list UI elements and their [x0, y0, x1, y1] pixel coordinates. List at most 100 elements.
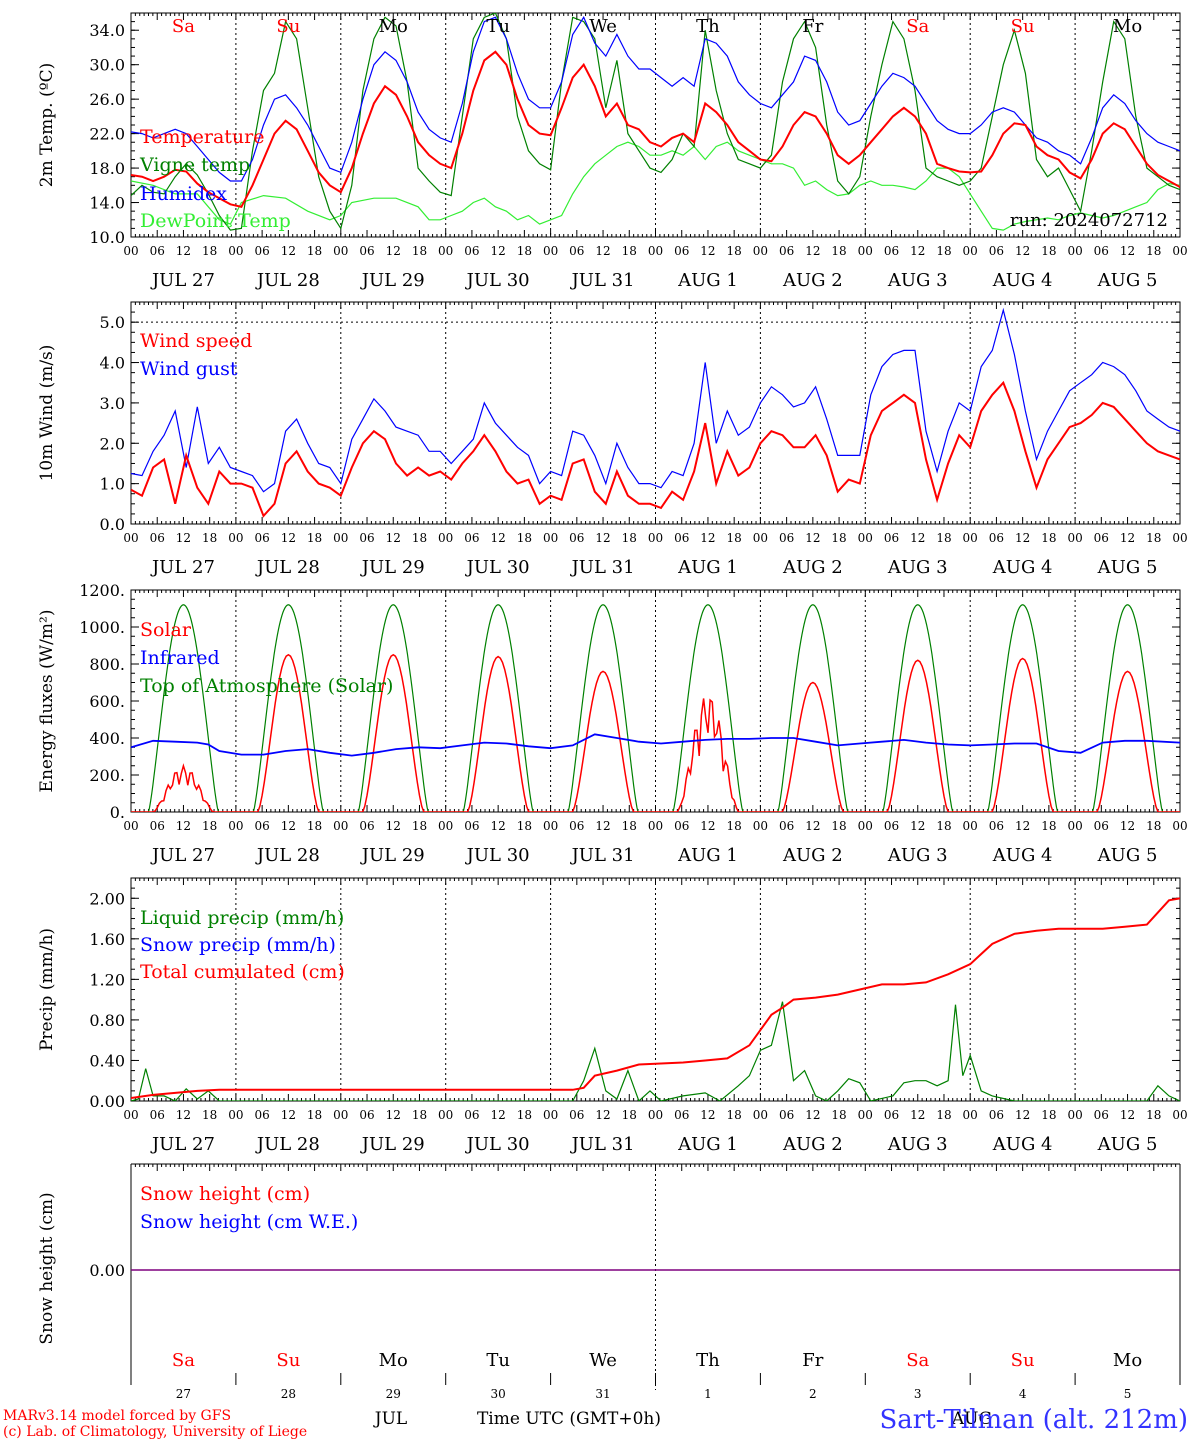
hour-label: 00 — [1067, 531, 1082, 545]
day-number-label: 2 — [809, 1387, 817, 1401]
hour-label: 12 — [491, 819, 506, 833]
hour-label: 00 — [963, 1108, 978, 1122]
hour-label: 18 — [727, 819, 742, 833]
hour-label: 06 — [254, 244, 269, 258]
date-label: JUL 27 — [150, 845, 215, 866]
hour-label: 06 — [884, 531, 899, 545]
hour-label: 06 — [569, 819, 584, 833]
date-label: JUL 28 — [255, 270, 320, 291]
hour-label: 12 — [805, 531, 820, 545]
y-tick-label: 4.0 — [100, 354, 125, 373]
weekday-label-top: Th — [696, 16, 720, 37]
y-tick-label: 10.0 — [89, 228, 125, 247]
date-label: JUL 31 — [570, 270, 635, 291]
legend-entry: Vigne temp — [139, 154, 250, 176]
y-tick-label: 3.0 — [100, 394, 125, 413]
hour-label: 12 — [700, 244, 715, 258]
date-label: JUL 27 — [150, 557, 215, 578]
date-label: AUG 1 — [677, 1134, 738, 1155]
series-line-1 — [131, 13, 1180, 231]
hour-label: 06 — [569, 1108, 584, 1122]
y-tick-label: 800. — [89, 655, 125, 674]
hour-label: 18 — [831, 819, 846, 833]
hour-label: 00 — [228, 1108, 243, 1122]
hour-label: 00 — [753, 819, 768, 833]
legend-entry: Infrared — [140, 647, 220, 669]
hour-label: 12 — [491, 1108, 506, 1122]
y-tick-label: 30.0 — [89, 56, 125, 75]
y-tick-label: 18.0 — [89, 159, 125, 178]
hour-label: 00 — [438, 819, 453, 833]
month-label-aug: AUG — [951, 1409, 992, 1429]
hour-label: 12 — [805, 1108, 820, 1122]
date-label: JUL 30 — [465, 557, 530, 578]
toa-solar-curve — [1075, 604, 1180, 812]
hour-label: 18 — [1146, 819, 1161, 833]
hour-label: 18 — [202, 531, 217, 545]
y-tick-label: 0.00 — [89, 1261, 125, 1280]
hour-label: 12 — [281, 244, 296, 258]
hour-label: 00 — [543, 531, 558, 545]
weekday-label-bottom: Tu — [486, 1350, 510, 1371]
hour-label: 06 — [464, 819, 479, 833]
weekday-label-bottom: We — [589, 1350, 617, 1371]
hour-label: 00 — [1172, 531, 1187, 545]
date-label: AUG 1 — [677, 845, 738, 866]
hour-label: 12 — [491, 531, 506, 545]
weekday-label-bottom: Fr — [802, 1350, 823, 1371]
hour-label: 18 — [517, 244, 532, 258]
y-tick-label: 22.0 — [89, 125, 125, 144]
date-label: AUG 1 — [677, 557, 738, 578]
panel-2: 00 06 12 18 00 06 12 18 00 06 12 18 00 06 12 18 00 06 12 18… — [37, 301, 1188, 578]
hour-label: 18 — [831, 1108, 846, 1122]
hour-label: 12 — [386, 1108, 401, 1122]
hour-label: 06 — [150, 531, 165, 545]
legend-entry: Temperature — [140, 126, 264, 148]
y-tick-label: 5.0 — [100, 313, 125, 332]
hour-label: 00 — [858, 531, 873, 545]
date-label: AUG 2 — [782, 1134, 843, 1155]
hour-label: 06 — [674, 244, 689, 258]
date-label: JUL 29 — [360, 557, 425, 578]
hour-label: 06 — [254, 1108, 269, 1122]
hour-label: 12 — [1120, 1108, 1135, 1122]
hour-label: 00 — [1172, 244, 1187, 258]
day-number-label: 31 — [595, 1387, 610, 1401]
y-axis-label: 2m Temp. (ºC) — [37, 63, 57, 188]
weekday-label-bottom: Sa — [172, 1350, 195, 1371]
toa-solar-curve — [340, 604, 446, 812]
toa-solar-curve — [655, 604, 761, 812]
date-label: AUG 5 — [1097, 845, 1158, 866]
date-label: AUG 5 — [1097, 270, 1158, 291]
hour-label: 12 — [1015, 1108, 1030, 1122]
month-label-jul: JUL — [373, 1409, 407, 1429]
y-tick-label: 0.40 — [89, 1051, 125, 1070]
y-tick-label: 26.0 — [89, 90, 125, 109]
y-tick-label: 2.00 — [89, 889, 125, 908]
hour-label: 00 — [1172, 819, 1187, 833]
day-number-label: 27 — [176, 1387, 191, 1401]
hour-label: 06 — [1094, 819, 1109, 833]
panel-1: 00 06 12 18 00 06 12 18 00 06 12 18 00 06 12 18 00 06 12 18… — [37, 12, 1188, 291]
hour-label: 18 — [307, 819, 322, 833]
weekday-label-bottom: Th — [696, 1350, 720, 1371]
y-tick-label: 14.0 — [89, 194, 125, 213]
hour-label: 00 — [123, 819, 138, 833]
weekday-label-top: Fr — [802, 16, 823, 37]
hour-label: 06 — [674, 819, 689, 833]
hour-label: 00 — [963, 819, 978, 833]
meteogram-panels: 00 06 12 18 00 06 12 18 00 06 12 18 00 06 12 18 00 06 12 18… — [37, 12, 1188, 1401]
hour-label: 18 — [727, 1108, 742, 1122]
hour-label: 00 — [543, 244, 558, 258]
y-axis-label: Snow height (cm) — [37, 1192, 57, 1344]
hour-label: 12 — [595, 1108, 610, 1122]
hour-label: 00 — [1067, 1108, 1082, 1122]
hour-label: 06 — [779, 531, 794, 545]
date-label: AUG 4 — [992, 557, 1053, 578]
hour-label: 00 — [438, 244, 453, 258]
hour-label: 00 — [1172, 1108, 1187, 1122]
hour-label: 00 — [333, 819, 348, 833]
hour-label: 12 — [595, 531, 610, 545]
y-tick-label: 400. — [89, 729, 125, 748]
